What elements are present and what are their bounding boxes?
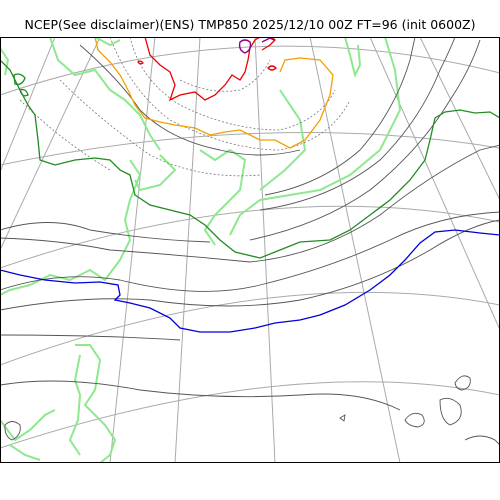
isotherm-red-2 xyxy=(137,37,277,71)
isotherm-orange xyxy=(94,37,334,149)
coastlines xyxy=(0,37,402,463)
map-panel xyxy=(0,37,500,463)
longitude-lines xyxy=(0,37,500,463)
isotherms-grey xyxy=(0,37,500,411)
isotherm-green xyxy=(0,59,500,259)
islands-lower-right xyxy=(4,375,500,446)
isotherms-dotted xyxy=(19,37,351,177)
isotherm-blue xyxy=(0,229,500,333)
isotherm-red xyxy=(144,37,261,102)
map-title: NCEP(See disclaimer)(ENS) TMP850 2025/12… xyxy=(24,17,476,32)
isotherm-green-islands xyxy=(13,73,29,97)
map-svg xyxy=(0,37,500,463)
latitude-lines xyxy=(0,45,500,449)
